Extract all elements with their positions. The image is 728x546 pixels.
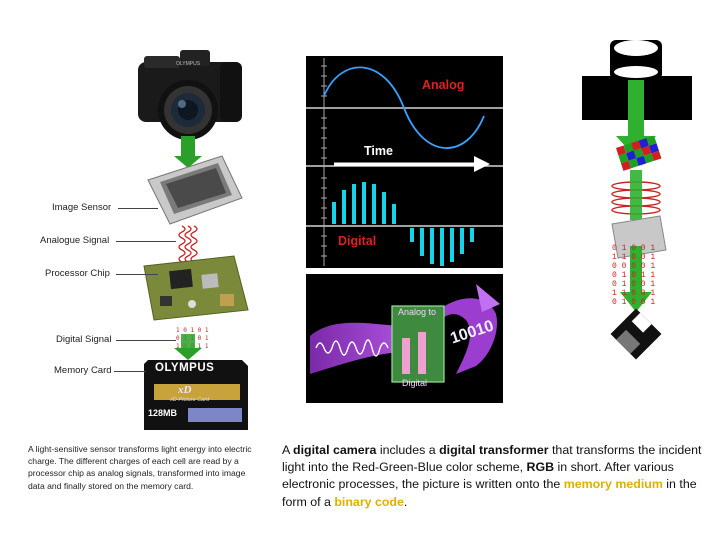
digital-bars-negative bbox=[410, 228, 474, 266]
analog-wave bbox=[323, 66, 485, 149]
rgb-filter-grid bbox=[616, 135, 662, 171]
label-analogue-signal: Analogue Signal bbox=[40, 235, 110, 246]
light-arrow-icon bbox=[174, 136, 202, 168]
camera-brand: OLYMPUS bbox=[176, 61, 201, 67]
label-digital-signal: Digital Signal bbox=[56, 334, 112, 345]
camera-icon bbox=[138, 50, 242, 140]
caption-text: in short. After various electronic proce… bbox=[282, 460, 674, 492]
caption-text: that transforms the incident light into … bbox=[282, 443, 702, 475]
caption-term-binary-code: binary code bbox=[334, 494, 404, 509]
digital-bars-positive bbox=[332, 182, 396, 224]
main-caption: A digital camera includes a digital tran… bbox=[282, 442, 712, 511]
storage-disk-icon bbox=[610, 308, 662, 360]
analog-label: Analog bbox=[422, 78, 465, 92]
binary-row: 0 1 0 0 1 bbox=[612, 244, 656, 253]
digital-label: Digital bbox=[338, 234, 377, 248]
binary-row: 0 1 0 0 1 bbox=[612, 280, 656, 289]
caption-term-memory-medium: memory medium bbox=[563, 477, 663, 492]
left-caption: A light-sensitive sensor transforms ligh… bbox=[28, 444, 252, 491]
caption-text: in the form of a bbox=[282, 477, 697, 509]
label-image-sensor: Image Sensor bbox=[52, 202, 112, 213]
analog-to-digital-converter-panel: Analog to Digital 10010 bbox=[306, 274, 503, 403]
rgb-transformer-illustration bbox=[582, 40, 692, 360]
caption-text: includes a bbox=[376, 443, 440, 457]
memory-card-sub: xD-Picture Card bbox=[170, 397, 210, 403]
converter-bottom-label: Digital bbox=[402, 378, 428, 388]
memory-card-brand: OLYMPUS bbox=[155, 362, 215, 374]
binary-row: 0 1 0 1 1 bbox=[612, 271, 656, 280]
processor-chip bbox=[611, 215, 667, 259]
analog-digital-signal-panel: Analog Time Digital bbox=[306, 56, 503, 268]
processor-chip-board bbox=[143, 255, 249, 321]
binary-row: 1 1 0 0 1 bbox=[612, 253, 656, 262]
binary-row: 1 1 0 0 1 bbox=[612, 289, 656, 298]
converter-top-label: Analog to bbox=[398, 307, 437, 317]
caption-text: A bbox=[282, 443, 294, 457]
caption-term-digital-transformer: digital transformer bbox=[439, 443, 549, 457]
memory-card-icon bbox=[144, 360, 248, 430]
svg-text:1 0 1 0 1: 1 0 1 0 1 bbox=[176, 327, 209, 334]
binary-row: 0 1 0 0 1 bbox=[612, 298, 656, 307]
memory-card-logo: xD bbox=[178, 384, 192, 396]
time-label: Time bbox=[364, 144, 393, 158]
camera-pipeline-illustration: 1 0 1 0 1 0 1 1 0 1 1 0 0 1 1 bbox=[138, 50, 249, 430]
caption-term-digital-camera: digital camera bbox=[293, 443, 377, 457]
binary-row: 0 0 0 0 1 bbox=[612, 262, 656, 271]
caption-text: . bbox=[403, 494, 408, 509]
caption-term-rgb: RGB bbox=[526, 460, 555, 475]
label-processor-chip: Processor Chip bbox=[45, 268, 110, 279]
image-sensor-chip bbox=[147, 155, 243, 225]
label-memory-card: Memory Card bbox=[54, 365, 112, 376]
memory-card-size: 128MB bbox=[148, 408, 178, 418]
